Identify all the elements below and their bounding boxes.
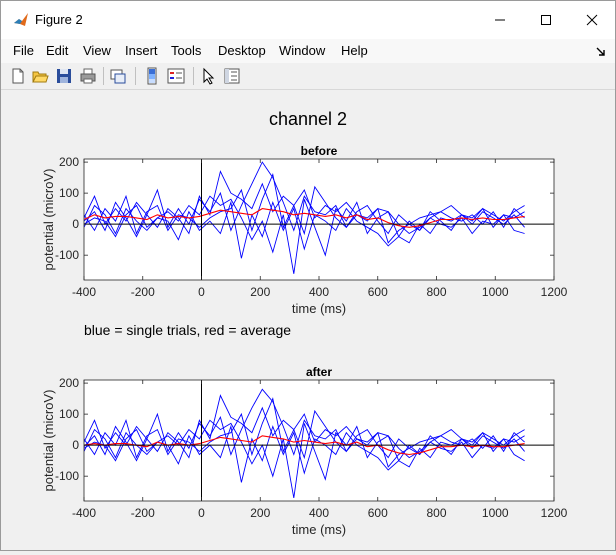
- chart-axes-after: -400 -200 0 200 400 600 800 1000 1200 -100 0 100 200…: [41, 365, 568, 537]
- x-axis-label: time (ms): [292, 522, 346, 537]
- maximize-button[interactable]: [523, 1, 569, 39]
- figure-note: blue = single trials, red = average: [84, 322, 291, 338]
- x-tick-label: -400: [72, 506, 96, 520]
- x-tick-label: 800: [426, 285, 446, 299]
- single-trial-line-3: [84, 397, 525, 460]
- matlab-logo-icon: [13, 12, 29, 28]
- y-axis-label: potential (microV): [41, 169, 56, 271]
- dock-arrow-icon[interactable]: [595, 45, 607, 57]
- y-tick-label: 100: [59, 407, 79, 421]
- menu-file[interactable]: File: [13, 43, 34, 58]
- y-axis-label: potential (microV): [41, 390, 56, 492]
- window-title: Figure 2: [35, 12, 83, 27]
- x-tick-label: 200: [250, 285, 270, 299]
- y-tick-label: 0: [72, 438, 79, 452]
- figure-canvas: channel 2 blue = single trials, red = av…: [1, 90, 615, 550]
- insert-legend-icon[interactable]: [167, 67, 185, 85]
- figure-svg: channel 2 blue = single trials, red = av…: [41, 109, 568, 537]
- menu-tools[interactable]: Tools: [171, 43, 202, 58]
- single-trial-line-5: [84, 394, 525, 459]
- menu-desktop[interactable]: Desktop: [218, 43, 266, 58]
- axes-title: after: [306, 365, 332, 379]
- y-tick-label: 200: [59, 155, 79, 169]
- x-tick-label: 0: [198, 285, 205, 299]
- y-tick-label: 100: [59, 186, 79, 200]
- menu-help[interactable]: Help: [341, 43, 368, 58]
- single-trial-line-3: [84, 172, 525, 236]
- x-tick-label: 1200: [541, 285, 568, 299]
- x-tick-label: 800: [426, 506, 446, 520]
- print-icon[interactable]: [79, 67, 97, 85]
- average-line: [84, 435, 525, 456]
- toolbar: [1, 63, 615, 90]
- menu-bar: File Edit View Insert Tools Desktop Wind…: [1, 39, 615, 63]
- x-tick-label: 400: [309, 285, 329, 299]
- link-plot-icon[interactable]: [109, 67, 127, 85]
- x-tick-label: -200: [131, 506, 155, 520]
- x-tick-label: 600: [368, 285, 388, 299]
- axes-title: before: [301, 144, 338, 158]
- close-button[interactable]: [569, 1, 615, 39]
- new-figure-icon[interactable]: [9, 67, 27, 85]
- menu-edit[interactable]: Edit: [46, 43, 69, 58]
- y-tick-label: -100: [55, 248, 79, 262]
- x-tick-label: -200: [131, 285, 155, 299]
- property-inspector-icon[interactable]: [223, 67, 241, 85]
- menu-window[interactable]: Window: [279, 43, 326, 58]
- menu-view[interactable]: View: [83, 43, 111, 58]
- x-tick-label: 400: [309, 506, 329, 520]
- chart-axes-before: -400 -200 0 200 400 600 800 1000 1200 -100 0 100 200…: [41, 144, 568, 316]
- edit-plot-arrow-icon[interactable]: [199, 67, 217, 85]
- maximize-icon: [541, 15, 551, 25]
- y-tick-label: 0: [72, 217, 79, 231]
- x-tick-label: 600: [368, 506, 388, 520]
- plot-area: [84, 380, 554, 501]
- x-axis-label: time (ms): [292, 301, 346, 316]
- x-tick-label: 200: [250, 506, 270, 520]
- title-bar: Figure 2: [1, 1, 615, 39]
- single-trial-line-1: [84, 388, 525, 468]
- open-file-icon[interactable]: [31, 67, 49, 85]
- minimize-icon: [495, 19, 505, 21]
- single-trial-line-1: [84, 161, 525, 244]
- single-trial-line-4: [84, 200, 525, 259]
- save-icon[interactable]: [55, 67, 73, 85]
- x-tick-label: 0: [198, 506, 205, 520]
- minimize-button[interactable]: [477, 1, 523, 39]
- x-tick-label: 1200: [541, 506, 568, 520]
- x-tick-label: 1000: [482, 285, 509, 299]
- x-tick-label: 1000: [482, 506, 509, 520]
- figure-suptitle: channel 2: [269, 109, 347, 129]
- y-tick-label: 200: [59, 376, 79, 390]
- insert-colorbar-icon[interactable]: [143, 67, 161, 85]
- average-line: [84, 208, 525, 228]
- close-icon: [586, 14, 598, 26]
- plot-area: [84, 159, 554, 280]
- single-trial-line-5: [84, 170, 525, 235]
- x-tick-label: -400: [72, 285, 96, 299]
- menu-insert[interactable]: Insert: [125, 43, 158, 58]
- y-tick-label: -100: [55, 469, 79, 483]
